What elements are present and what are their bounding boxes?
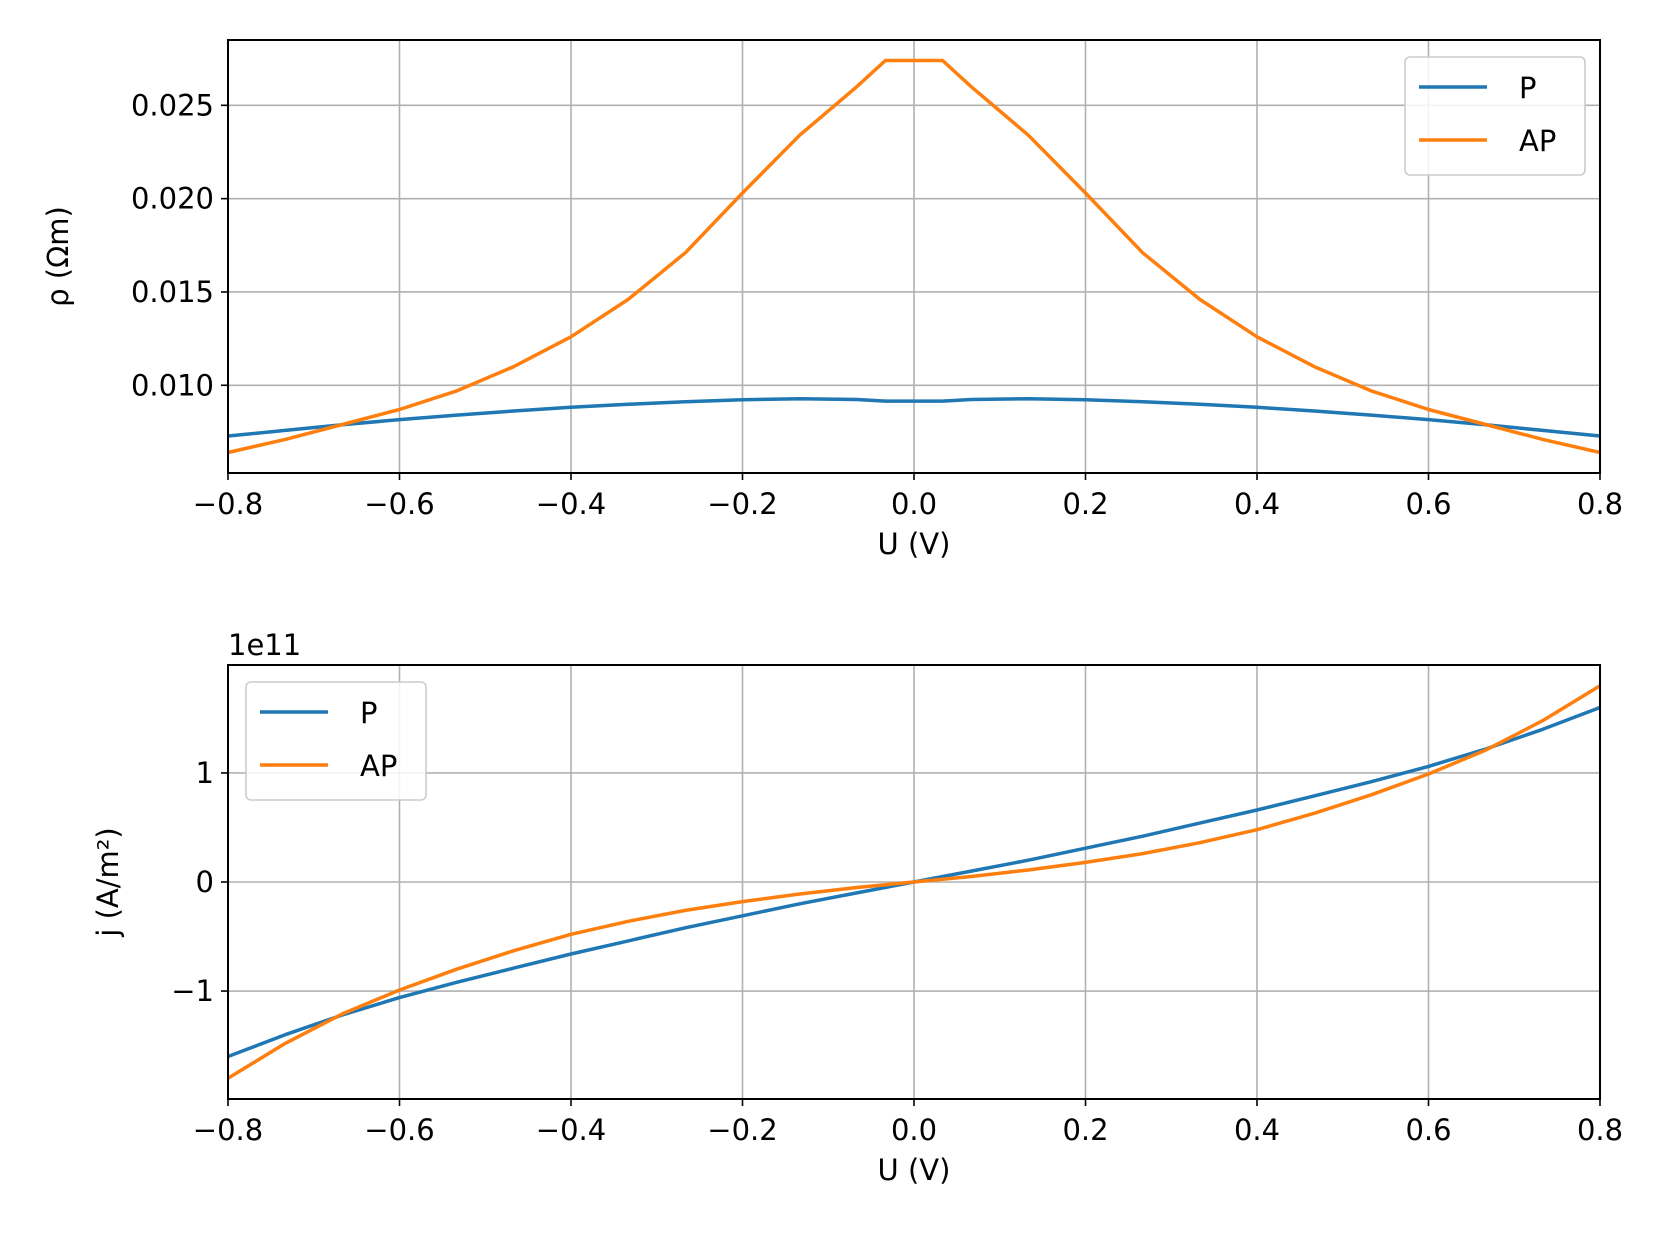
rho-y-tick-label: 0.025 [131,88,214,122]
rho-x-tick-label: 0.6 [1405,487,1451,521]
rho-grid [227,40,1601,473]
j-legend-label-p: P [360,696,378,730]
rho-x-tick-label: 0.2 [1062,487,1108,521]
j-y-tick-label: −1 [171,974,214,1008]
j-x-tick-label: −0.8 [193,1113,263,1147]
rho-legend-box [1404,56,1586,176]
j-x-ticks: −0.8 −0.6 −0.4 −0.2 0.0 0.2 0.4 0.6 0.8 [193,1099,1623,1147]
rho-panel: −0.8 −0.6 −0.4 −0.2 0.0 0.2 0.4 0.6 0.8 0.0100.0… [41,39,1623,561]
j-x-tick-label: 0.0 [891,1113,937,1147]
rho-y-tick-label: 0.020 [131,182,214,216]
rho-x-tick-label: 0.4 [1234,487,1280,521]
current-density-panel: −0.8 −0.6 −0.4 −0.2 0.0 0.2 0.4 0.6 0.8 −1 0 1 U (… [91,628,1623,1187]
rho-legend-label-ap: AP [1519,124,1556,158]
j-x-tick-label: −0.6 [364,1113,434,1147]
j-y-tick-label: 1 [196,756,214,790]
rho-x-axis-label: U (V) [878,527,951,561]
rho-x-ticks: −0.8 −0.6 −0.4 −0.2 0.0 0.2 0.4 0.6 0.8 [193,473,1623,521]
j-series [227,684,1601,1080]
j-y-axis-label: j (A/m²) [91,827,125,937]
j-x-tick-label: 0.8 [1577,1113,1623,1147]
rho-series [227,58,1601,455]
j-x-tick-label: −0.2 [707,1113,777,1147]
rho-x-tick-label: −0.4 [536,487,606,521]
rho-y-axis-label: ρ (Ωm) [41,206,75,307]
rho-y-ticks: 0.010 0.015 0.020 0.025 [131,88,228,402]
rho-x-tick-label: −0.2 [707,487,777,521]
j-x-tick-label: 0.6 [1405,1113,1451,1147]
j-x-tick-label: 0.2 [1062,1113,1108,1147]
j-x-axis-label: U (V) [878,1153,951,1187]
rho-legend: P AP [1404,56,1586,176]
rho-x-tick-label: 0.0 [891,487,937,521]
rho-y-tick-label: 0.010 [131,368,214,402]
rho-series-line-p [227,396,1601,438]
j-x-tick-label: −0.4 [536,1113,606,1147]
j-legend-box [245,681,427,801]
j-legend-label-ap: AP [360,749,397,783]
j-y-ticks: −1 0 1 [171,756,228,1008]
rho-x-tick-label: 0.8 [1577,487,1623,521]
rho-x-tick-label: −0.8 [193,487,263,521]
rho-legend-label-p: P [1519,71,1537,105]
rho-series-line-ap [227,58,1601,455]
rho-y-tick-label: 0.015 [131,275,214,309]
j-series-line-ap [227,684,1601,1080]
j-x-tick-label: 0.4 [1234,1113,1280,1147]
rho-x-tick-label: −0.6 [364,487,434,521]
j-y-offset-text: 1e11 [228,628,301,662]
j-legend: P AP [245,681,427,801]
j-y-tick-label: 0 [196,865,214,899]
